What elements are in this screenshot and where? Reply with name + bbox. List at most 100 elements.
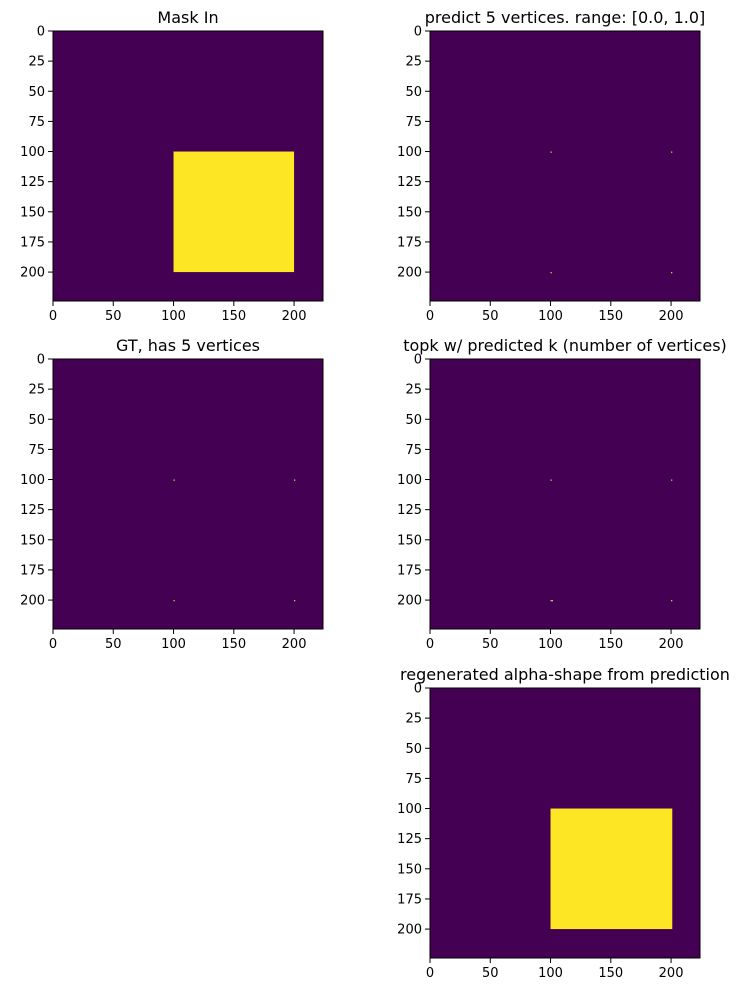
vertex-point bbox=[671, 600, 673, 602]
subplot-title: topk w/ predicted k (number of vertices) bbox=[403, 336, 727, 355]
vertex-point bbox=[173, 600, 175, 602]
x-tick-label: 50 bbox=[482, 637, 499, 652]
vertex-point bbox=[294, 479, 296, 481]
x-tick-label: 100 bbox=[538, 637, 563, 652]
y-tick-label: 0 bbox=[37, 353, 45, 368]
subplot-middle-left: 0 50 100 150 200 0 25 50 75 100 125 150 175 200 GT, ha… bbox=[20, 336, 324, 652]
y-tick-label: 0 bbox=[414, 682, 422, 697]
x-tick-label: 100 bbox=[538, 966, 563, 981]
subplot-bottom-right: 0 50 100 150 200 0 25 50 75 100 125 150 175 200 regene… bbox=[397, 665, 730, 981]
y-tick-label: 150 bbox=[20, 533, 45, 548]
y-tick-label: 0 bbox=[414, 25, 422, 40]
x-tick-label: 50 bbox=[482, 966, 499, 981]
y-tick-label: 100 bbox=[20, 145, 45, 160]
subplot-top-right: 0 50 100 150 200 0 25 50 75 100 125 150 175 200 predic… bbox=[397, 8, 705, 324]
y-tick-label: 200 bbox=[397, 266, 422, 281]
y-tick-label: 75 bbox=[28, 443, 45, 458]
x-tick-label: 200 bbox=[659, 637, 684, 652]
y-tick-label: 200 bbox=[397, 594, 422, 609]
y-tick-label: 100 bbox=[397, 473, 422, 488]
x-tick-label: 50 bbox=[105, 637, 122, 652]
y-tick-label: 200 bbox=[20, 594, 45, 609]
y-tick-label: 125 bbox=[397, 832, 422, 847]
heatmap-region bbox=[550, 808, 673, 930]
vertex-point bbox=[671, 272, 673, 274]
y-tick-label: 25 bbox=[28, 55, 45, 70]
x-tick-label: 0 bbox=[49, 637, 57, 652]
axes-frame bbox=[52, 358, 324, 630]
axes-frame bbox=[52, 30, 324, 302]
heatmap-region bbox=[173, 151, 295, 273]
heatmap-background bbox=[53, 359, 323, 629]
y-tick-label: 50 bbox=[28, 85, 45, 100]
y-tick-label: 150 bbox=[20, 205, 45, 220]
x-tick-label: 150 bbox=[598, 637, 623, 652]
y-tick-label: 50 bbox=[405, 413, 422, 428]
vertex-point bbox=[671, 151, 673, 153]
vertex-point bbox=[550, 151, 552, 153]
x-tick-label: 0 bbox=[426, 637, 434, 652]
subplot-middle-right: 0 50 100 150 200 0 25 50 75 100 125 150 175 200 topk w… bbox=[397, 336, 727, 652]
y-tick-label: 125 bbox=[20, 175, 45, 190]
axes-frame bbox=[429, 687, 701, 959]
heatmap-background bbox=[430, 359, 700, 629]
x-tick-label: 200 bbox=[659, 966, 684, 981]
y-tick-label: 25 bbox=[28, 383, 45, 398]
subplot-title: predict 5 vertices. range: [0.0, 1.0] bbox=[425, 8, 706, 27]
subplot-top-left: 0 50 100 150 200 0 25 50 75 100 125 150 175 200 Mask I… bbox=[20, 8, 324, 324]
x-tick-label: 150 bbox=[598, 966, 623, 981]
x-tick-label: 50 bbox=[105, 309, 122, 324]
x-tick-label: 200 bbox=[282, 309, 307, 324]
x-tick-label: 150 bbox=[598, 309, 623, 324]
axes-frame bbox=[429, 358, 701, 630]
x-tick-label: 0 bbox=[426, 966, 434, 981]
y-tick-label: 50 bbox=[28, 413, 45, 428]
x-tick-label: 100 bbox=[161, 309, 186, 324]
y-tick-label: 175 bbox=[20, 235, 45, 250]
x-tick-label: 100 bbox=[538, 309, 563, 324]
y-tick-label: 150 bbox=[397, 862, 422, 877]
y-tick-label: 125 bbox=[20, 503, 45, 518]
y-tick-label: 75 bbox=[405, 772, 422, 787]
x-tick-label: 50 bbox=[482, 309, 499, 324]
vertex-point bbox=[551, 600, 553, 602]
y-tick-label: 75 bbox=[405, 443, 422, 458]
x-tick-label: 100 bbox=[161, 637, 186, 652]
x-tick-label: 0 bbox=[426, 309, 434, 324]
y-tick-label: 200 bbox=[20, 266, 45, 281]
y-tick-label: 175 bbox=[397, 892, 422, 907]
x-tick-label: 200 bbox=[659, 309, 684, 324]
vertex-point bbox=[671, 479, 673, 481]
axes-frame bbox=[429, 30, 701, 302]
y-tick-label: 150 bbox=[397, 533, 422, 548]
x-tick-label: 0 bbox=[49, 309, 57, 324]
y-tick-label: 150 bbox=[397, 205, 422, 220]
y-tick-label: 25 bbox=[405, 383, 422, 398]
y-tick-label: 100 bbox=[397, 145, 422, 160]
y-tick-label: 25 bbox=[405, 712, 422, 727]
subplot-title: regenerated alpha-shape from prediction bbox=[400, 665, 730, 684]
y-tick-label: 75 bbox=[405, 115, 422, 130]
y-tick-label: 0 bbox=[414, 353, 422, 368]
y-tick-label: 0 bbox=[37, 25, 45, 40]
vertex-point bbox=[550, 272, 552, 274]
y-tick-label: 175 bbox=[397, 563, 422, 578]
y-tick-label: 25 bbox=[405, 55, 422, 70]
y-tick-label: 75 bbox=[28, 115, 45, 130]
subplot-title: GT, has 5 vertices bbox=[116, 336, 260, 355]
vertex-point bbox=[294, 600, 296, 602]
x-tick-label: 150 bbox=[221, 637, 246, 652]
y-tick-label: 200 bbox=[397, 923, 422, 938]
y-tick-label: 50 bbox=[405, 742, 422, 757]
y-tick-label: 125 bbox=[397, 503, 422, 518]
heatmap-background bbox=[430, 31, 700, 301]
y-tick-label: 175 bbox=[397, 235, 422, 250]
x-tick-label: 150 bbox=[221, 309, 246, 324]
y-tick-label: 175 bbox=[20, 563, 45, 578]
y-tick-label: 50 bbox=[405, 85, 422, 100]
x-tick-label: 200 bbox=[282, 637, 307, 652]
vertex-point bbox=[550, 600, 552, 602]
subplot-title: Mask In bbox=[157, 8, 218, 27]
vertex-point bbox=[173, 479, 175, 481]
